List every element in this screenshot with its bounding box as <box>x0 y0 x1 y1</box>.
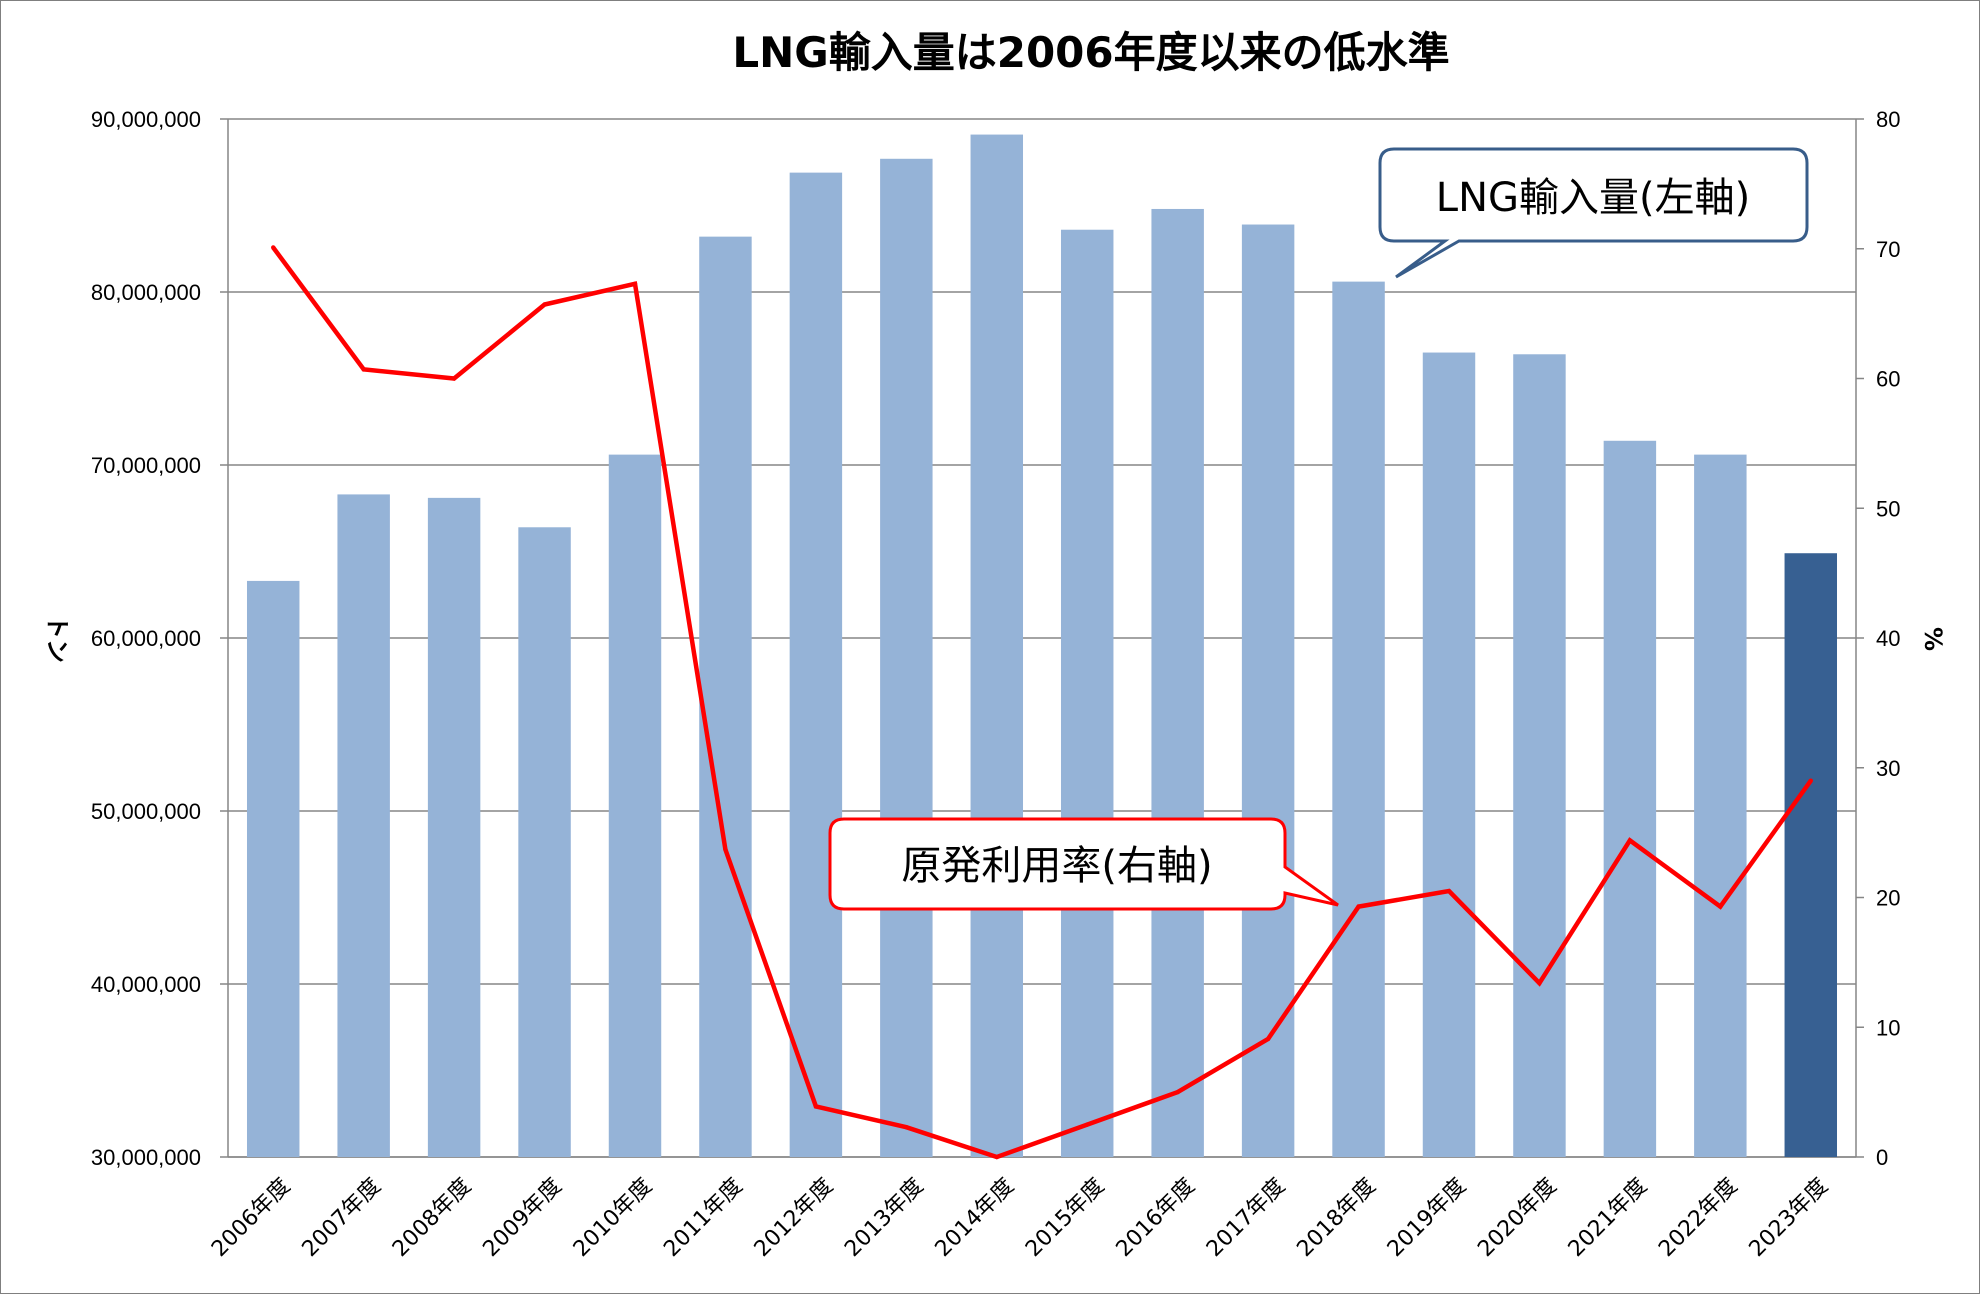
line-nuclear-utilization <box>271 246 1813 1160</box>
right-tick-label: 30 <box>1876 756 1900 781</box>
point-nuclear-2011年度 <box>723 847 728 852</box>
bar-lng-2018年度 <box>1332 281 1385 1157</box>
bar-lng-2008年度 <box>427 497 481 1157</box>
bar-lng-2014年度 <box>970 134 1024 1157</box>
right-axis-label: % <box>1919 627 1947 651</box>
point-nuclear-2007年度 <box>361 367 366 372</box>
point-nuclear-2014年度 <box>994 1154 999 1160</box>
category-label: 2011年度 <box>659 1174 747 1262</box>
line-series <box>271 245 1813 1160</box>
right-tick-label: 50 <box>1876 496 1900 521</box>
right-tick-label: 10 <box>1876 1015 1900 1040</box>
lng-callout: LNG輸入量(左軸) <box>1378 147 1809 279</box>
category-label: 2019年度 <box>1383 1174 1471 1262</box>
category-label: 2023年度 <box>1745 1174 1833 1262</box>
lng-callout-label: LNG輸入量(左軸) <box>1436 175 1750 221</box>
point-nuclear-2009年度 <box>542 302 547 307</box>
point-nuclear-2017年度 <box>1265 1036 1271 1042</box>
category-label: 2018年度 <box>1292 1174 1380 1262</box>
category-label: 2015年度 <box>1021 1174 1109 1262</box>
bar-lng-2020年度 <box>1513 354 1566 1157</box>
point-nuclear-2015年度 <box>1085 1122 1090 1127</box>
bar-lng-2011年度 <box>699 236 752 1157</box>
category-axis-labels: 2006年度 2007年度 2008年度 2009年度 2010年度 2011年度 2012… <box>207 1174 1833 1262</box>
category-label: 2020年度 <box>1473 1174 1561 1262</box>
point-nuclear-2010年度 <box>632 281 638 286</box>
category-label: 2022年度 <box>1654 1174 1742 1262</box>
left-tick-label: 80,000,000 <box>91 280 201 305</box>
bar-lng-2015年度 <box>1060 229 1114 1158</box>
point-nuclear-2020年度 <box>1537 980 1542 986</box>
right-tick-label: 80 <box>1876 107 1900 132</box>
left-axis-label: トン <box>43 615 71 663</box>
point-nuclear-2021年度 <box>1627 838 1633 843</box>
category-label: 2008年度 <box>388 1174 476 1262</box>
point-nuclear-2008年度 <box>451 376 457 381</box>
left-tick-label: 90,000,000 <box>91 107 201 132</box>
bar-lng-2013年度 <box>880 158 933 1158</box>
bar-lng-2022年度 <box>1694 454 1747 1157</box>
right-tick-label: 20 <box>1876 886 1900 911</box>
bar-lng-2023年度 <box>1784 553 1838 1157</box>
lng-callout-shape <box>1378 147 1809 279</box>
category-label: 2017年度 <box>1202 1174 1290 1262</box>
category-label: 2021年度 <box>1564 1174 1652 1262</box>
bar-lng-2006年度 <box>246 580 300 1157</box>
bar-lng-2016年度 <box>1151 208 1204 1157</box>
bar-lng-2021年度 <box>1603 440 1657 1157</box>
category-label: 2007年度 <box>298 1174 386 1262</box>
bar-lng-2012年度 <box>789 172 843 1157</box>
bar-lng-2007年度 <box>337 494 390 1157</box>
point-nuclear-2013年度 <box>904 1124 909 1130</box>
left-tick-label: 70,000,000 <box>91 453 201 478</box>
nuclear-callout-label: 原発利用率(右軸) <box>901 843 1212 889</box>
right-tick-label: 60 <box>1876 367 1900 392</box>
point-nuclear-2023年度 <box>1808 778 1813 783</box>
left-tick-label: 30,000,000 <box>91 1145 201 1170</box>
gridlines <box>220 118 1864 1158</box>
right-tick-label: 0 <box>1876 1145 1888 1170</box>
point-nuclear-2019年度 <box>1446 888 1452 894</box>
category-label: 2016年度 <box>1112 1174 1200 1262</box>
nuclear-callout: 原発利用率(右軸) <box>828 817 1339 911</box>
chart-title: LNG輸入量は2006年度以来の低水準 <box>732 28 1449 77</box>
category-label: 2010年度 <box>569 1174 657 1262</box>
right-tick-label: 70 <box>1876 237 1900 262</box>
category-label: 2013年度 <box>840 1174 928 1262</box>
bar-lng-2017年度 <box>1241 224 1295 1157</box>
left-tick-label: 50,000,000 <box>91 799 201 824</box>
left-tick-label: 60,000,000 <box>91 626 201 651</box>
category-label: 2009年度 <box>478 1174 566 1262</box>
left-tick-label: 40,000,000 <box>91 972 201 997</box>
point-nuclear-2022年度 <box>1718 904 1723 909</box>
bar-lng-2010年度 <box>608 454 662 1157</box>
right-axis-ticks: 0 10 20 30 40 50 60 70 80 <box>1876 107 1900 1170</box>
bar-lng-2009年度 <box>518 527 571 1157</box>
point-nuclear-2006年度 <box>271 245 276 250</box>
nuclear-callout-shape <box>828 817 1339 911</box>
left-axis-ticks: 30,000,000 40,000,000 50,000,000 60,000,000… <box>91 107 201 1170</box>
bar-lng-2019年度 <box>1422 352 1476 1157</box>
point-nuclear-2016年度 <box>1175 1089 1180 1095</box>
category-label: 2012年度 <box>750 1174 838 1262</box>
point-nuclear-2012年度 <box>813 1104 819 1109</box>
point-nuclear-2018年度 <box>1356 904 1361 909</box>
right-tick-label: 40 <box>1876 626 1900 651</box>
bar-series <box>246 134 1838 1158</box>
category-label: 2006年度 <box>207 1174 295 1262</box>
category-label: 2014年度 <box>931 1174 1019 1262</box>
